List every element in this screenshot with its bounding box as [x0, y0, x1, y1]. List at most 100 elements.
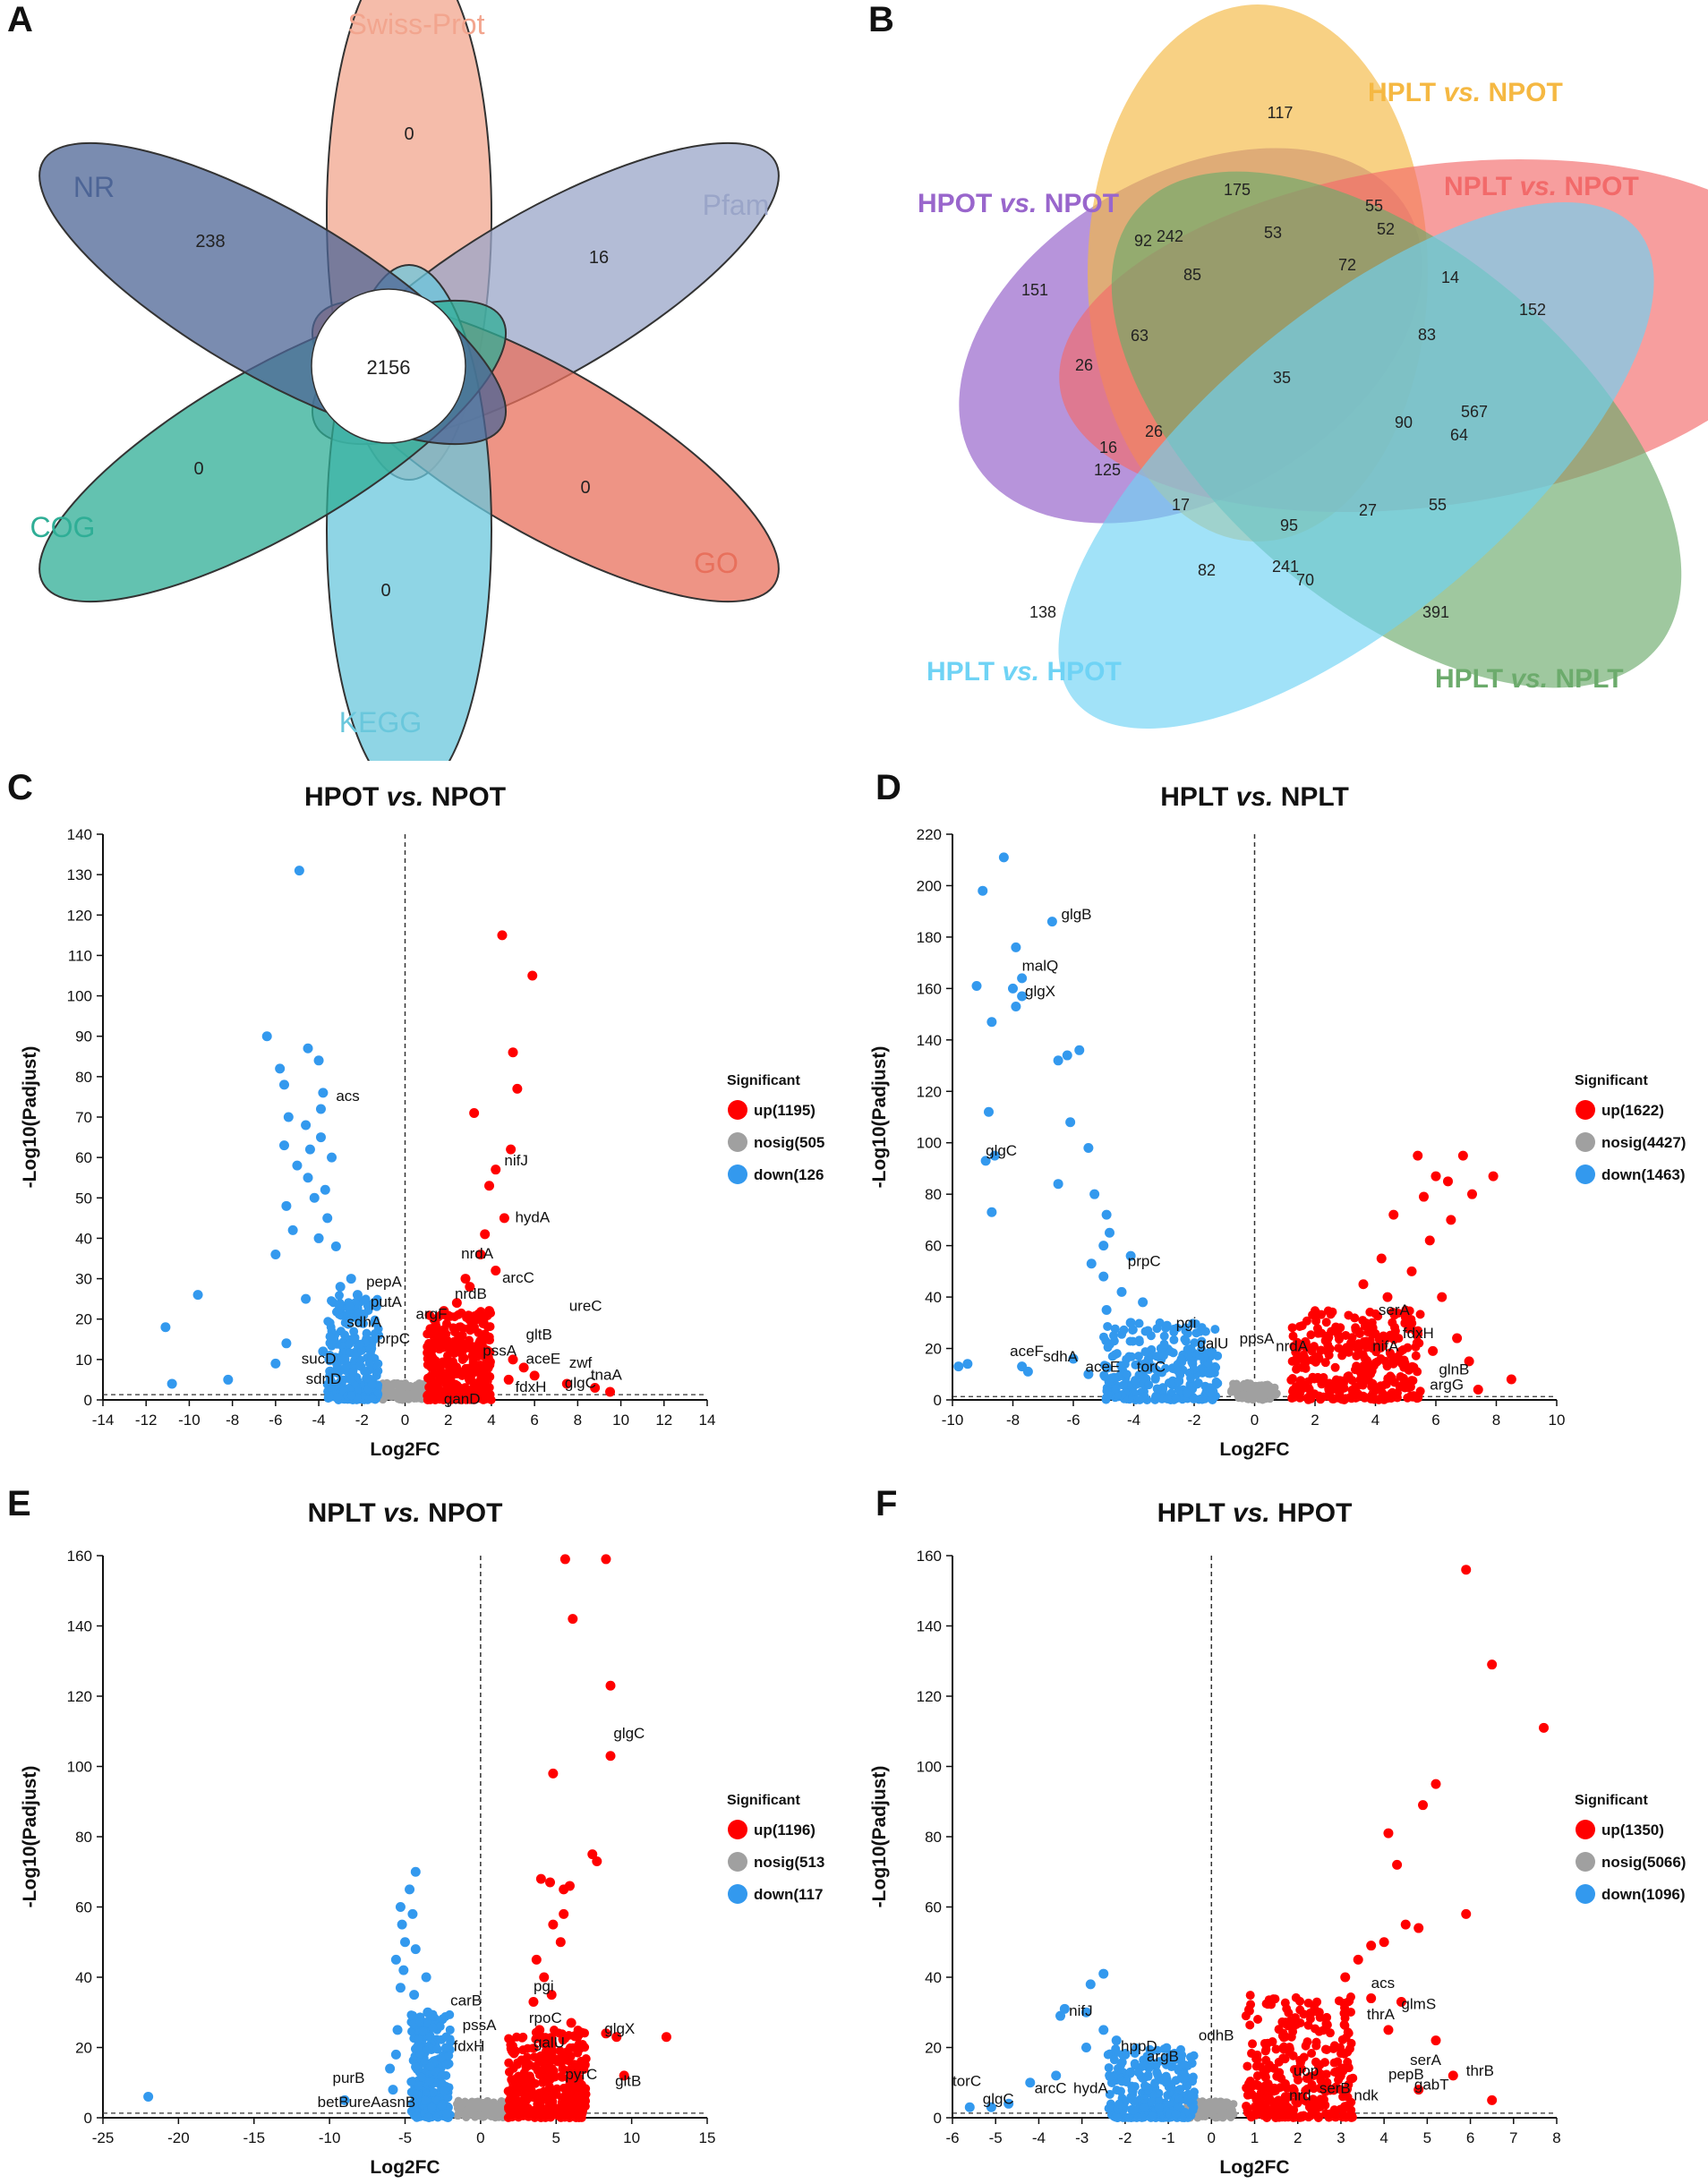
legend-title: Significant [727, 1793, 800, 1808]
gene-label: acs [1371, 1975, 1395, 1992]
down-point [1106, 1373, 1116, 1383]
up-point [1308, 2094, 1318, 2104]
up-point [457, 1308, 466, 1318]
up-point [1413, 1150, 1423, 1161]
up-point [439, 1306, 449, 1317]
down-point [332, 1361, 342, 1371]
up-point [1318, 1378, 1328, 1387]
panel-label-e: E [7, 1484, 31, 1523]
up-point [1321, 2069, 1331, 2079]
up-point [1364, 1376, 1374, 1386]
down-point [414, 2081, 423, 2091]
up-point [1405, 1382, 1415, 1392]
gene-label: rpoC [529, 2009, 562, 2026]
gene-label: aceF [1010, 1343, 1044, 1360]
down-point [420, 2056, 430, 2066]
down-point [962, 1359, 973, 1369]
up-point [1308, 2007, 1318, 2017]
legend-marker [728, 1165, 747, 1184]
down-point [1171, 1394, 1181, 1403]
down-point [1144, 2063, 1154, 2073]
gene-label: glgC [613, 1725, 645, 1742]
up-point [464, 1341, 474, 1351]
up-point [1246, 2111, 1256, 2120]
up-point [1327, 1327, 1337, 1336]
nosig-point [413, 1389, 422, 1398]
up-point [1487, 2094, 1498, 2105]
down-point [409, 1990, 420, 2001]
region-count: 63 [1131, 327, 1149, 345]
down-point [406, 2010, 416, 2020]
y-tick-label: 100 [67, 1759, 92, 1776]
down-point [1188, 2072, 1198, 2082]
down-point [369, 1335, 379, 1344]
down-point [325, 1332, 335, 1342]
y-tick-label: 40 [75, 1230, 92, 1247]
up-point [517, 2108, 526, 2118]
gene-label: glgB [1062, 906, 1092, 923]
up-point [1313, 2060, 1323, 2070]
up-point [661, 2032, 671, 2043]
up-point [1289, 1341, 1299, 1351]
down-point [345, 1339, 354, 1349]
down-point [1089, 1189, 1100, 1199]
down-point [1051, 2070, 1062, 2081]
down-point [437, 2053, 447, 2063]
up-point [549, 2054, 559, 2064]
nosig-point [1269, 1391, 1278, 1400]
down-point [335, 1291, 344, 1301]
up-point [1302, 2074, 1311, 2084]
gene-label: prpC [1128, 1253, 1161, 1270]
up-point [461, 1368, 471, 1378]
gene-label: fdxH [515, 1378, 546, 1395]
up-point [535, 2097, 545, 2107]
gene-label: pepB [1388, 2066, 1424, 2083]
up-point [1316, 1345, 1326, 1355]
center-count: 2156 [367, 356, 411, 379]
up-point [1295, 2005, 1305, 2015]
down-point [1105, 2072, 1114, 2082]
up-point [1411, 1342, 1421, 1352]
down-point [412, 2111, 422, 2120]
up-point [1294, 2075, 1303, 2085]
down-point [1174, 1376, 1184, 1386]
up-point [1346, 2097, 1356, 2107]
gene-label: prpC [377, 1330, 410, 1347]
legend-marker [1576, 1884, 1595, 1904]
up-point [1337, 2112, 1347, 2122]
up-point [1396, 1372, 1405, 1382]
gene-label: glgX [604, 2020, 635, 2037]
up-point [1306, 1330, 1316, 1340]
up-point [505, 2095, 515, 2105]
up-point [605, 1386, 616, 1397]
gene-label: malQ [1022, 957, 1059, 974]
down-point [1111, 1384, 1121, 1394]
y-tick-label: 20 [925, 1341, 942, 1358]
up-point [566, 2018, 576, 2028]
down-point [301, 1120, 312, 1130]
down-point [1068, 1353, 1079, 1364]
up-point [1278, 2043, 1288, 2053]
up-point [508, 1354, 518, 1365]
gene-label: pyrC [565, 2066, 597, 2083]
down-point [1143, 1364, 1154, 1375]
up-point [457, 1330, 467, 1340]
legend-marker [728, 1884, 747, 1904]
y-tick-label: 160 [917, 1548, 942, 1565]
down-point [421, 2095, 431, 2105]
y-tick-label: 120 [917, 1688, 942, 1705]
down-point [1003, 2098, 1014, 2109]
down-point [315, 1104, 326, 1114]
gene-label: galU [1197, 1335, 1228, 1352]
down-point [953, 1361, 964, 1372]
up-point [1395, 1382, 1405, 1392]
up-point [1346, 1338, 1356, 1349]
down-point [354, 1308, 363, 1318]
down-point [413, 2090, 423, 2100]
gene-label: pepA [366, 1274, 402, 1291]
x-axis-label: Log2FC [1219, 2157, 1289, 2178]
down-point [1140, 2081, 1149, 2091]
x-tick-label: -2 [355, 1412, 369, 1429]
region-count: 567 [1461, 403, 1488, 421]
up-point [1379, 1341, 1388, 1351]
